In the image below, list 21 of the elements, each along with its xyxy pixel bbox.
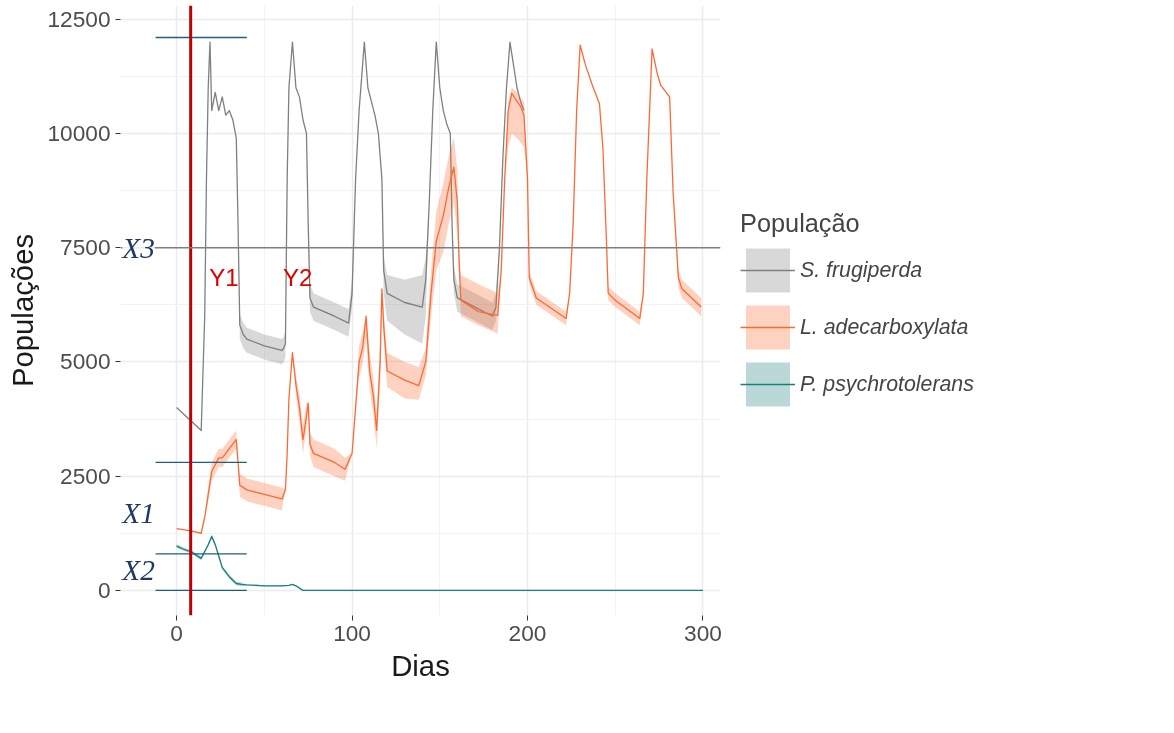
ref-line-label: X3 bbox=[121, 231, 155, 264]
y-tick-label: 2500 bbox=[60, 462, 111, 489]
x-axis-title: Dias bbox=[391, 648, 450, 682]
x-tick-label: 300 bbox=[684, 619, 722, 646]
annotation: X1 bbox=[121, 496, 155, 529]
x-tick-label: 0 bbox=[170, 619, 183, 646]
annotation: Y2 bbox=[283, 263, 313, 291]
annotation: Y1 bbox=[209, 263, 239, 291]
annotation: X2 bbox=[121, 553, 156, 586]
x-tick-label: 200 bbox=[508, 619, 547, 646]
y-tick-label: 7500 bbox=[60, 234, 111, 261]
legend-label: L. adecarboxylata bbox=[800, 314, 969, 340]
legend-label: S. frugiperda bbox=[800, 257, 923, 283]
legend-label: P. psychrotolerans bbox=[800, 371, 974, 397]
y-tick-label: 0 bbox=[97, 576, 111, 603]
y-tick-label: 5000 bbox=[60, 348, 111, 375]
y-tick-label: 12500 bbox=[47, 5, 111, 32]
y-tick-label: 10000 bbox=[47, 119, 111, 146]
y-axis-title: Populações bbox=[6, 233, 40, 388]
x-tick-label: 100 bbox=[333, 619, 371, 646]
legend-title: População bbox=[740, 208, 861, 238]
